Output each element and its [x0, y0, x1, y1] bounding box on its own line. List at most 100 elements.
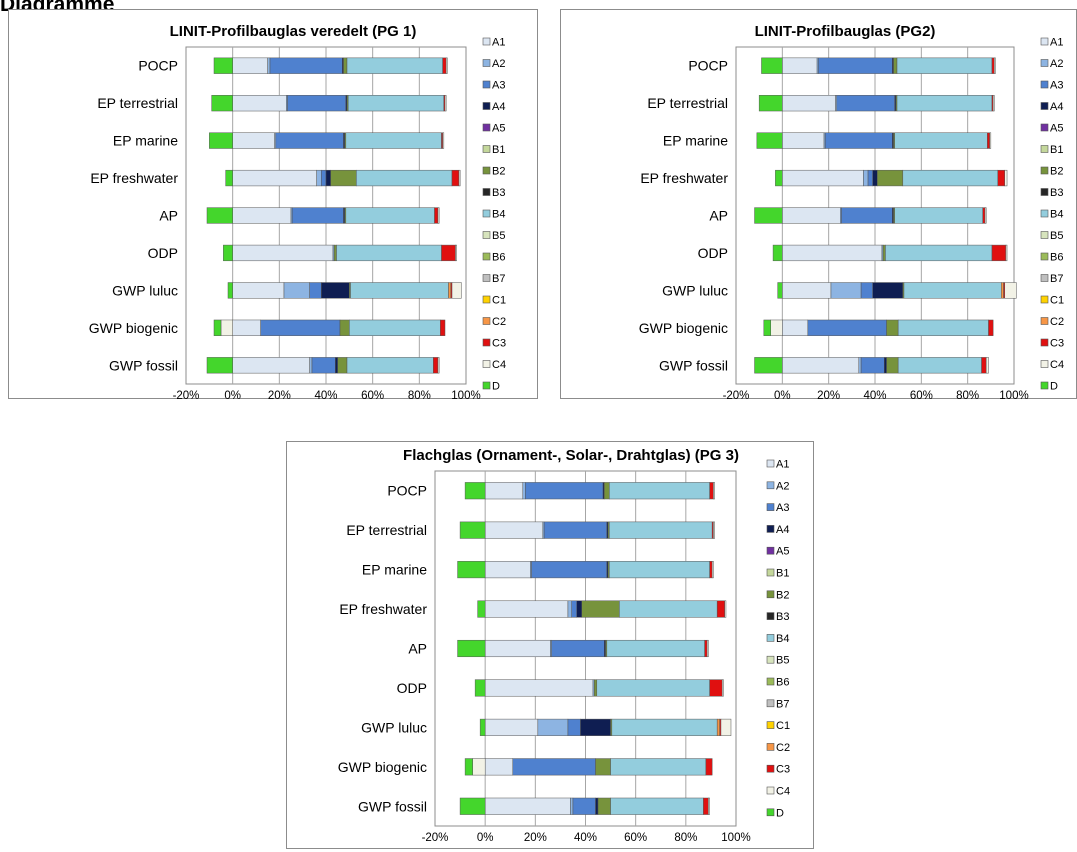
- bar-segment-b4: [894, 207, 983, 224]
- bar-segment-b4: [350, 282, 449, 299]
- category-label: GWP luluc: [361, 719, 427, 735]
- bar-segment-b4: [346, 357, 434, 374]
- legend-label: C4: [492, 359, 506, 371]
- category-label: EP terrestrial: [647, 95, 728, 111]
- legend-label: B1: [1050, 144, 1063, 156]
- bar-segment-c3: [991, 57, 995, 74]
- bar-segment-d: [758, 95, 783, 112]
- category-label: EP freshwater: [339, 601, 427, 617]
- legend-swatch: [766, 459, 775, 468]
- bar-segment-c3: [982, 207, 986, 224]
- bar-segment-c3: [709, 561, 713, 579]
- legend-label: B5: [492, 230, 505, 242]
- legend-label: B1: [492, 144, 505, 156]
- legend-swatch: [1040, 231, 1049, 239]
- legend-label: A2: [492, 58, 505, 70]
- bar-segment-a1: [782, 282, 832, 299]
- legend-label: B5: [1050, 230, 1063, 242]
- legend-swatch: [766, 808, 775, 817]
- legend-swatch: [482, 59, 491, 67]
- legend-swatch: [482, 37, 491, 46]
- legend-swatch: [482, 317, 491, 325]
- bar-segment-c3: [440, 319, 446, 336]
- bar-segment-b4: [346, 57, 443, 74]
- legend-swatch: [766, 699, 775, 708]
- category-label: EP freshwater: [90, 170, 178, 186]
- bar-segment-b4: [610, 797, 704, 815]
- bar-segment-c3: [981, 357, 987, 374]
- bar-segment-a1: [232, 207, 292, 224]
- legend-swatch: [766, 634, 775, 642]
- bar-segment-a1: [782, 244, 883, 262]
- bar-segment-a3: [572, 797, 596, 815]
- category-label: GWP biogenic: [639, 320, 728, 336]
- bar-segment-b4: [896, 95, 993, 112]
- bar-segment-c4: [724, 600, 727, 618]
- bar-segment-b4: [609, 521, 713, 539]
- legend-label: C1: [492, 295, 506, 307]
- legend-swatch: [482, 274, 491, 282]
- bar-segment-c3: [705, 758, 713, 776]
- bar-segment-a2: [316, 169, 322, 187]
- bar-segment-b2: [886, 319, 899, 336]
- bar-segment-c4: [984, 207, 987, 224]
- bar-segment-a3: [260, 319, 341, 336]
- bar-segment-c2: [1001, 282, 1004, 299]
- legend-swatch: [1040, 123, 1049, 132]
- bar-segment-a1: [782, 207, 841, 224]
- category-label: AP: [408, 641, 427, 657]
- bar-segment-b4: [336, 244, 442, 262]
- bar-segment-a4: [595, 797, 599, 815]
- bar-segment-a2: [309, 357, 313, 374]
- bar-segment-a1: [232, 244, 334, 262]
- bar-segment-b4: [903, 282, 1002, 299]
- legend-swatch: [482, 252, 491, 261]
- legend-label: C3: [492, 338, 506, 350]
- legend-label: A3: [1050, 80, 1063, 92]
- bar-segment-c3: [703, 797, 709, 815]
- bar-segment-a3: [275, 132, 344, 149]
- bar-segment-a3: [860, 282, 873, 299]
- legend-swatch: [482, 145, 491, 153]
- x-tick-label: 40%: [574, 832, 597, 844]
- legend-swatch: [766, 481, 775, 490]
- chart-pg2: LINIT-Profilbauglas (PG2) -20% 0% 20% 40% 60%…: [560, 9, 1077, 399]
- legend-swatch: [766, 590, 775, 599]
- bar-segment-b2: [339, 319, 350, 336]
- bar-segment-b4: [896, 57, 993, 74]
- category-label: EP marine: [113, 133, 178, 149]
- bar-segment-a3: [531, 561, 608, 579]
- bar-segment-a2: [267, 57, 271, 74]
- bar-segment-b4: [345, 132, 442, 149]
- chart-svg: Flachglas (Ornament-, Solar-, Drahtglas)…: [286, 441, 814, 849]
- bar-segment-a1: [484, 600, 569, 618]
- bar-segment-c3: [704, 639, 708, 658]
- bar-segment-c3: [997, 169, 1005, 187]
- legend-swatch: [1040, 295, 1049, 304]
- legend-swatch: [1040, 166, 1049, 175]
- bar-segment-c4: [713, 521, 715, 539]
- bar-segment-d: [775, 169, 783, 187]
- bar-segment-a2: [830, 282, 862, 299]
- legend-label: B5: [776, 655, 789, 667]
- legend-label: B4: [1050, 209, 1063, 221]
- legend-label: B7: [776, 698, 789, 710]
- bar-segment-a3: [512, 758, 596, 776]
- bar-segment-a1: [232, 132, 275, 149]
- bar-segment-c4: [442, 132, 445, 149]
- legend-swatch: [482, 209, 491, 218]
- legend-label: A1: [776, 459, 789, 471]
- legend-label: C3: [776, 764, 790, 776]
- bar-segment-d: [777, 282, 783, 299]
- bar-segment-a4: [580, 718, 611, 736]
- bar-segment-a1: [232, 357, 310, 374]
- bar-segment-c4: [989, 132, 992, 149]
- bar-segment-a1: [232, 169, 317, 187]
- category-label: EP marine: [663, 133, 728, 149]
- legend-swatch: [766, 612, 775, 620]
- legend-label: B3: [776, 611, 789, 623]
- bar-segment-d: [477, 600, 486, 618]
- bar-segment-a1: [782, 319, 809, 336]
- bar-segment-d: [459, 797, 486, 815]
- bar-segment-a2: [537, 718, 569, 736]
